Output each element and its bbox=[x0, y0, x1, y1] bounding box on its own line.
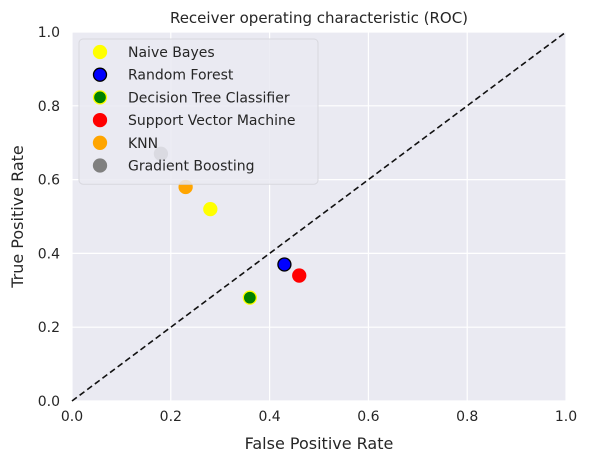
data-point bbox=[203, 201, 218, 217]
legend-marker bbox=[92, 44, 108, 60]
legend-marker bbox=[92, 67, 108, 82]
x-axis-label: False Positive Rate bbox=[245, 434, 394, 453]
legend-marker bbox=[92, 90, 108, 105]
legend-entry: Support Vector Machine bbox=[128, 113, 295, 129]
x-tick-label: 0.6 bbox=[357, 409, 379, 425]
diagonal-reference-line bbox=[71, 31, 567, 402]
legend-box bbox=[78, 38, 319, 185]
y-tick-label: 0.6 bbox=[38, 173, 60, 189]
legend-entry: KNN bbox=[128, 136, 158, 152]
chart-title: Receiver operating characteristic (ROC) bbox=[170, 9, 468, 27]
y-axis-label: True Positive Rate bbox=[8, 145, 27, 289]
y-tick-labels: 0.0 0.2 0.4 0.6 0.8 1.0 bbox=[38, 25, 60, 410]
legend-marker bbox=[92, 135, 108, 150]
y-tick-label: 0.8 bbox=[38, 99, 60, 115]
legend: Naive Bayes Random Forest Decision Tree Cl… bbox=[78, 38, 319, 185]
y-tick-label: 0.0 bbox=[38, 394, 60, 410]
x-tick-label: 0.0 bbox=[61, 409, 83, 425]
data-points bbox=[153, 146, 307, 305]
x-tick-label: 0.4 bbox=[258, 409, 280, 425]
legend-entry: Gradient Boosting bbox=[128, 159, 255, 175]
data-point bbox=[242, 290, 257, 305]
legend-entry: Decision Tree Classifier bbox=[128, 90, 290, 106]
legend-marker bbox=[92, 112, 108, 128]
y-tick-label: 1.0 bbox=[38, 25, 60, 41]
data-point bbox=[292, 268, 307, 283]
x-tick-labels: 0.0 0.2 0.4 0.6 0.8 1.0 bbox=[61, 409, 577, 425]
x-tick-label: 0.8 bbox=[456, 409, 478, 425]
x-tick-label: 1.0 bbox=[555, 409, 577, 425]
y-tick-label: 0.4 bbox=[38, 246, 60, 262]
x-tick-label: 0.2 bbox=[160, 409, 182, 425]
legend-entry: Random Forest bbox=[128, 68, 234, 84]
legend-marker bbox=[92, 158, 108, 173]
legend-entry: Naive Bayes bbox=[128, 45, 215, 61]
y-tick-label: 0.2 bbox=[38, 320, 60, 336]
data-point bbox=[277, 257, 292, 272]
